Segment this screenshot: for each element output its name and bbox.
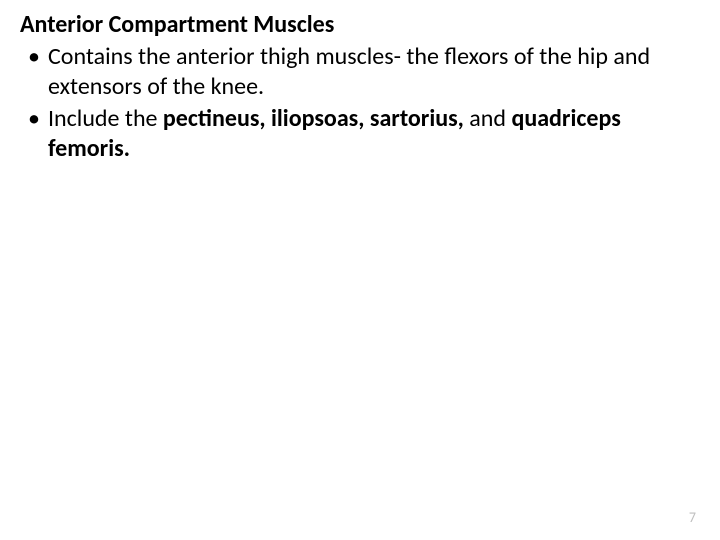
- slide: Anterior Compartment Muscles Contains th…: [0, 0, 720, 540]
- page-number: 7: [689, 509, 696, 526]
- bullet-text-mid: and: [469, 104, 511, 133]
- slide-title: Anterior Compartment Muscles: [20, 10, 700, 40]
- list-item: Contains the anterior thigh muscles- the…: [20, 42, 700, 102]
- bullet-text-pre: Include the: [48, 104, 163, 133]
- bullet-text: Contains the anterior thigh muscles- the…: [48, 42, 650, 101]
- bullet-list: Contains the anterior thigh muscles- the…: [20, 42, 700, 164]
- bullet-text-bold: pectineus, iliopsoas, sartorius,: [163, 104, 469, 133]
- list-item: Include the pectineus, iliopsoas, sartor…: [20, 104, 700, 164]
